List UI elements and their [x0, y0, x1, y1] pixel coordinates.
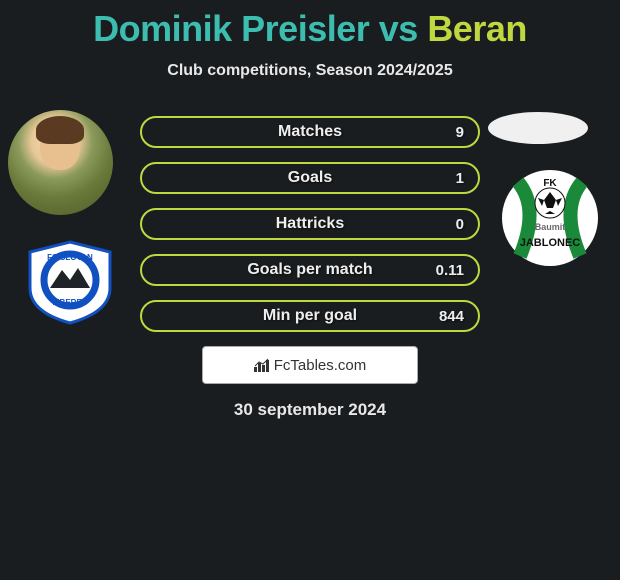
- main-area: FC SLOVAN LIBEREC Baumit JABLONEC FK Mat…: [0, 110, 620, 420]
- page-title: Dominik Preisler vs Beran: [0, 0, 620, 50]
- svg-text:Baumit: Baumit: [535, 222, 566, 232]
- svg-text:FC SLOVAN: FC SLOVAN: [47, 253, 93, 262]
- bar-chart-icon: [254, 358, 270, 372]
- stat-label: Matches: [278, 123, 342, 141]
- svg-text:LIBEREC: LIBEREC: [52, 298, 87, 307]
- slovan-liberec-logo-icon: FC SLOVAN LIBEREC: [20, 240, 120, 325]
- stat-row-min-per-goal: Min per goal 844: [140, 300, 480, 332]
- player2-photo-placeholder: [488, 112, 588, 144]
- stat-row-goals-per-match: Goals per match 0.11: [140, 254, 480, 286]
- stat-value-right: 844: [439, 308, 464, 325]
- stat-value-right: 0: [456, 216, 464, 233]
- stat-value-right: 1: [456, 170, 464, 187]
- jablonec-logo-icon: Baumit JABLONEC FK: [500, 168, 600, 268]
- branding-text: FcTables.com: [274, 357, 367, 374]
- club-logo-left: FC SLOVAN LIBEREC: [20, 240, 120, 325]
- vs-text: vs: [369, 8, 427, 49]
- stat-label: Hattricks: [276, 215, 344, 233]
- stat-value-right: 9: [456, 124, 464, 141]
- stat-row-goals: Goals 1: [140, 162, 480, 194]
- svg-text:JABLONEC: JABLONEC: [520, 237, 581, 249]
- stat-label: Min per goal: [263, 307, 357, 325]
- subtitle: Club competitions, Season 2024/2025: [0, 62, 620, 80]
- svg-text:FK: FK: [543, 178, 557, 189]
- club-logo-right: Baumit JABLONEC FK: [500, 168, 600, 268]
- stats-container: Matches 9 Goals 1 Hattricks 0 Goals per …: [140, 110, 480, 332]
- date-line: 30 september 2024: [0, 400, 620, 420]
- player1-photo: [8, 110, 113, 215]
- stat-label: Goals per match: [247, 261, 372, 279]
- stat-value-right: 0.11: [436, 262, 464, 279]
- stat-label: Goals: [288, 169, 332, 187]
- stat-row-matches: Matches 9: [140, 116, 480, 148]
- player1-name: Dominik Preisler: [93, 8, 369, 49]
- player2-name: Beran: [427, 8, 527, 49]
- branding-box[interactable]: FcTables.com: [202, 346, 418, 384]
- stat-row-hattricks: Hattricks 0: [140, 208, 480, 240]
